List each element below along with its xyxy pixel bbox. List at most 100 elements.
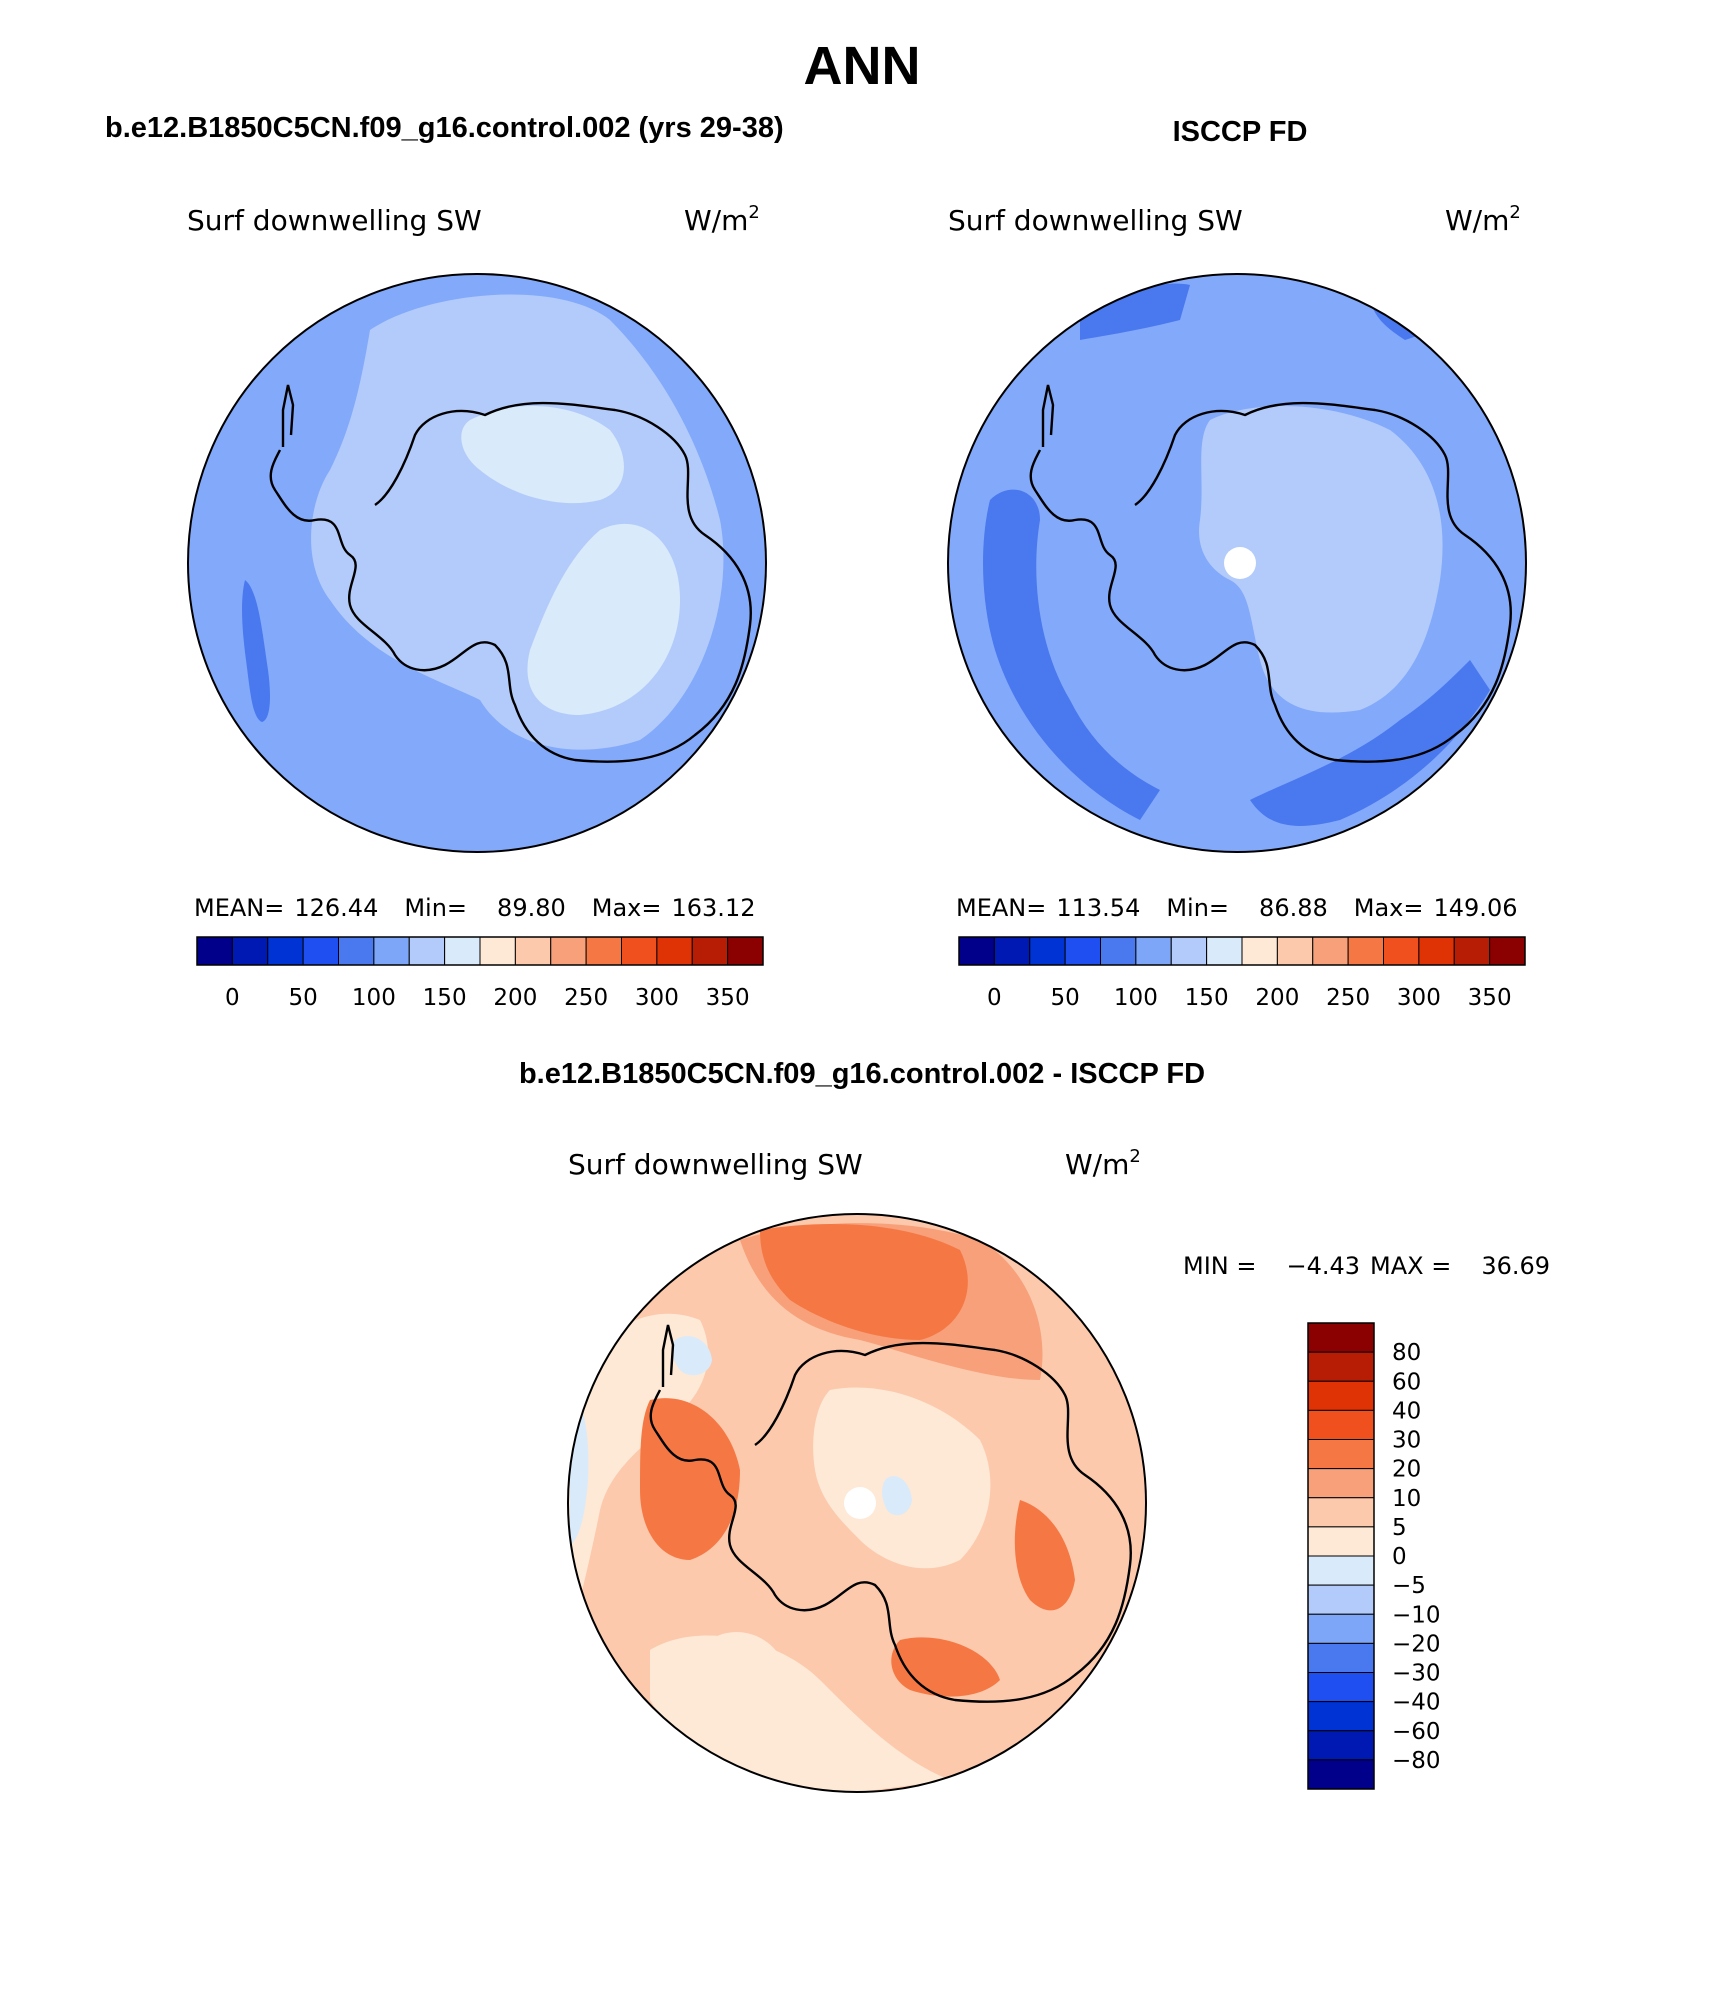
diff-colorbar-swatch <box>1307 1526 1375 1557</box>
diff-map-border <box>567 1213 1147 1793</box>
model-colorbar-tick-label: 200 <box>493 985 537 1011</box>
obs-colorbar-swatch <box>1029 936 1066 966</box>
model-colorbar-swatch <box>444 936 481 966</box>
model-colorbar-tick-label: 100 <box>352 985 396 1011</box>
diff-colorbar-swatch <box>1307 1322 1375 1353</box>
obs-colorbar-swatch <box>1489 936 1526 966</box>
model-inner-field-2 <box>527 523 680 715</box>
obs-variable-label: Surf downwelling SW <box>948 204 1243 237</box>
diff-colorbar-swatch <box>1307 1584 1375 1615</box>
diff-colorbar-tick-label: −60 <box>1392 1719 1441 1745</box>
obs-colorbar-swatch <box>1241 936 1278 966</box>
obs-colorbar-swatch <box>1347 936 1384 966</box>
obs-colorbar-swatch <box>1100 936 1137 966</box>
diff-higher-west <box>640 1398 740 1560</box>
diff-colorbar-swatch <box>1307 1730 1375 1761</box>
obs-header: ISCCP FD <box>1173 116 1308 148</box>
model-colorbar-swatch <box>656 936 693 966</box>
diff-header: b.e12.B1850C5CN.f09_g16.control.002 - IS… <box>519 1058 1205 1090</box>
diff-colorbar-swatch <box>1307 1468 1375 1499</box>
obs-colorbar-swatch <box>958 936 995 966</box>
model-colorbar-tick-label: 150 <box>423 985 467 1011</box>
diff-colorbar-tick-label: 30 <box>1392 1428 1421 1454</box>
diff-neg-patch-interior <box>882 1476 912 1516</box>
obs-colorbar-tick-label: 0 <box>987 985 1002 1011</box>
obs-colorbar-tick-label: 250 <box>1326 985 1370 1011</box>
obs-colorbar-swatch <box>1064 936 1101 966</box>
diff-colorbar-tick-label: 80 <box>1392 1340 1421 1366</box>
diff-colorbar-tick-label: 20 <box>1392 1457 1421 1483</box>
model-colorbar-swatch <box>691 936 729 966</box>
diff-stats: MIN = −4.43 MAX = 36.69 <box>1183 1252 1550 1280</box>
obs-colorbar-frame <box>958 936 1526 966</box>
obs-colorbar-swatch <box>1135 936 1172 966</box>
diff-colorbar-frame <box>1307 1322 1375 1790</box>
model-inner-field-1 <box>461 406 624 504</box>
diff-colorbar-swatch <box>1307 1672 1375 1703</box>
model-colorbar: 0 50 100 150 200 250 300 350 <box>196 936 764 1011</box>
model-colorbar-swatch <box>267 936 304 966</box>
obs-colorbar-tick-label: 200 <box>1255 985 1299 1011</box>
model-colorbar-swatch <box>338 936 375 966</box>
obs-colorbar-swatch <box>1276 936 1314 966</box>
model-colorbar-swatch <box>550 936 587 966</box>
diff-colorbar-swatch <box>1307 1613 1375 1644</box>
diff-colorbar-swatch <box>1307 1701 1375 1732</box>
model-colorbar-swatch <box>231 936 269 966</box>
obs-stats: MEAN= 113.54 Min= 86.88 Max= 149.06 <box>956 894 1517 922</box>
diff-higher-north <box>760 1224 968 1340</box>
diff-colorbar-swatch <box>1307 1555 1375 1586</box>
diff-colorbar-tick-label: −20 <box>1392 1631 1441 1657</box>
obs-colorbar-tick-label: 150 <box>1185 985 1229 1011</box>
diff-colorbar-tick-label: −80 <box>1392 1748 1441 1774</box>
obs-colorbar-swatch <box>1418 936 1455 966</box>
model-colorbar-tick-label: 350 <box>706 985 750 1011</box>
obs-colorbar-swatch <box>1383 936 1420 966</box>
model-colorbar-swatch <box>621 936 658 966</box>
diff-low-patch-sw <box>706 1631 785 1704</box>
diff-colorbar-tick-label: −40 <box>1392 1690 1441 1716</box>
obs-colorbar-tick-label: 300 <box>1397 985 1441 1011</box>
diff-colorbar-tick-label: −30 <box>1392 1661 1441 1687</box>
diff-colorbar-swatch <box>1307 1409 1375 1440</box>
diff-low-band-west <box>568 1313 708 1640</box>
obs-colorbar-swatch <box>1453 936 1491 966</box>
obs-colorbar-tick-label: 100 <box>1114 985 1158 1011</box>
diff-colorbar-swatch <box>1307 1439 1375 1470</box>
model-stats: MEAN= 126.44 Min= 89.80 Max= 163.12 <box>194 894 755 922</box>
diff-pole-hole <box>844 1487 876 1519</box>
model-colorbar-swatch <box>373 936 410 966</box>
model-variable-label: Surf downwelling SW <box>187 204 482 237</box>
obs-dark-band-west <box>983 489 1160 820</box>
model-colorbar-tick-label: 50 <box>288 985 317 1011</box>
model-colorbar-swatch <box>196 936 233 966</box>
model-map-border <box>187 273 767 853</box>
obs-colorbar-tick-label: 50 <box>1050 985 1079 1011</box>
obs-inner-field <box>1199 406 1443 713</box>
diff-colorbar-tick-label: 60 <box>1392 1369 1421 1395</box>
obs-units-label: W/m2 <box>1445 202 1521 237</box>
diff-colorbar-tick-label: 5 <box>1392 1515 1407 1541</box>
model-colorbar-swatch <box>408 936 446 966</box>
model-units-label: W/m2 <box>684 202 760 237</box>
model-colorbar-tick-label: 250 <box>564 985 608 1011</box>
diff-units-label: W/m2 <box>1065 1146 1141 1181</box>
model-colorbar-swatch <box>302 936 339 966</box>
obs-colorbar-swatch <box>1312 936 1349 966</box>
diff-colorbar-swatch <box>1307 1497 1375 1528</box>
diff-colorbar-swatch <box>1307 1380 1375 1411</box>
obs-colorbar: 0 50 100 150 200 250 300 350 <box>958 936 1526 1011</box>
diff-map <box>568 1214 1146 1792</box>
diff-colorbar-swatch <box>1307 1642 1375 1673</box>
obs-dark-band-south <box>1250 660 1490 826</box>
diff-colorbar: 80 60 40 30 20 10 5 0 −5 −10 −20 −30 −40 −60 −80 <box>1307 1322 1441 1790</box>
model-colorbar-tick-label: 300 <box>635 985 679 1011</box>
model-map <box>188 274 766 852</box>
model-dark-patch <box>242 580 270 722</box>
model-colorbar-swatch <box>514 936 552 966</box>
obs-pole-hole <box>1224 547 1256 579</box>
diff-colorbar-tick-label: −10 <box>1392 1602 1441 1628</box>
obs-colorbar-swatch <box>1206 936 1243 966</box>
model-colorbar-swatch <box>727 936 764 966</box>
